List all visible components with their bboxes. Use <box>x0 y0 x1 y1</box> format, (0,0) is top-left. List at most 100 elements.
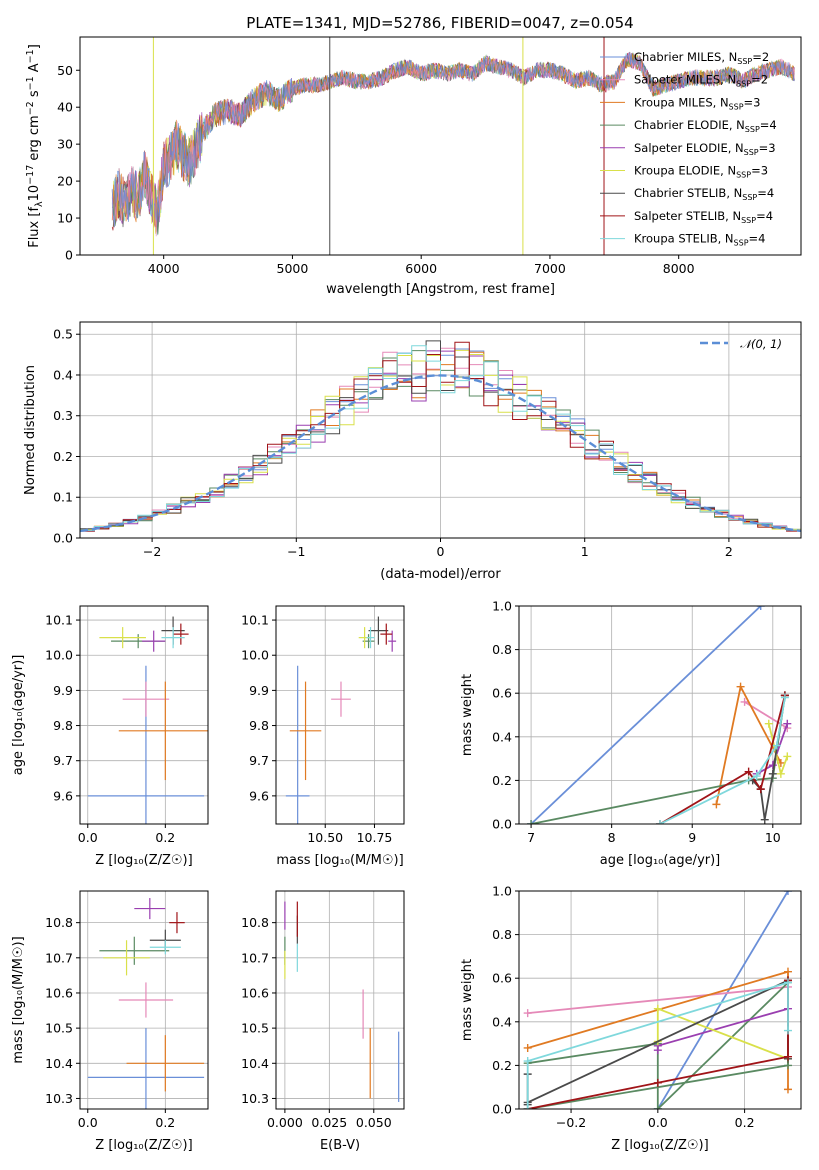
data-point <box>740 697 749 706</box>
errorbar-chabrier-miles <box>285 665 310 824</box>
x-tick-label: 0.000 <box>267 1115 303 1130</box>
legend-label: Chabrier MILES, NSSP=2 <box>634 50 769 66</box>
data-point <box>523 1009 532 1018</box>
y-tick-label: 0.4 <box>53 367 73 382</box>
y-tick-label: 10.4 <box>241 1056 269 1071</box>
series-kroupa-miles <box>712 682 785 809</box>
errorbar-chabrier-elodie <box>99 936 170 965</box>
data-point <box>768 769 777 778</box>
y-tick-label: 9.7 <box>249 753 269 768</box>
y-axis-label: mass [log₁₀(M/M☉)] <box>11 936 26 1063</box>
y-tick-label: 9.6 <box>249 788 269 803</box>
data-point <box>656 820 664 824</box>
legend-label: Salpeter STELIB, NSSP=4 <box>634 209 773 225</box>
legend-label: Salpeter MILES, NSSP=2 <box>634 73 768 89</box>
x-axis-label: Z [log₁₀(Z/Z☉)] <box>611 1138 708 1153</box>
plot-area-mass-vs-Z <box>87 898 205 1109</box>
x-axis-label: Z [log₁₀(Z/Z☉)] <box>95 853 192 868</box>
y-tick-label: 0.2 <box>492 773 512 788</box>
y-tick-label: 0.0 <box>492 817 512 832</box>
data-point <box>756 785 765 794</box>
y-tick-label: 10.7 <box>241 950 269 965</box>
y-tick-label: 10 <box>57 211 73 226</box>
y-tick-label: 1.0 <box>492 884 512 899</box>
x-tick-label: 7 <box>527 830 535 845</box>
data-point <box>756 606 765 610</box>
y-tick-label: 1.0 <box>492 599 512 614</box>
data-point <box>523 1043 532 1052</box>
series-salpeter-stelib <box>656 691 789 824</box>
x-tick-label: 2 <box>725 544 733 559</box>
data-point <box>752 772 761 781</box>
x-tick-label: 0.2 <box>155 830 175 845</box>
series-line <box>659 695 786 824</box>
data-point <box>523 1057 532 1066</box>
data-point <box>653 1078 662 1087</box>
series-chabrier-miles <box>527 606 765 824</box>
axes-frame <box>79 321 802 539</box>
axes-weight-vs-age: 7 8 9 10 0.0 0.2 0.4 0.6 0.8 1.0 age [log₁₀(age/yr… <box>460 599 802 868</box>
y-axis-label: age [log₁₀(age/yr)] <box>11 655 26 776</box>
errorbar-kroupa-elodie <box>103 940 150 976</box>
y-axis-label: mass weight <box>460 674 475 756</box>
y-tick-label: 0.6 <box>492 971 512 986</box>
series-chabrier-elodie <box>527 691 789 824</box>
x-tick-label: 8 <box>608 830 616 845</box>
x-tick-label: 9 <box>688 830 696 845</box>
x-tick-label: 10.50 <box>307 830 343 845</box>
data-point <box>760 815 769 824</box>
legend-label: Salpeter ELODIE, NSSP=3 <box>634 141 776 157</box>
y-tick-label: 10.7 <box>45 950 73 965</box>
data-point <box>783 1026 792 1035</box>
legend-label: 𝒩(0, 1) <box>740 337 782 351</box>
legend-label: Kroupa ELODIE, NSSP=3 <box>634 164 768 180</box>
data-point <box>527 820 536 824</box>
x-tick-label: 0.0 <box>78 1115 98 1130</box>
data-point <box>783 752 792 761</box>
axes-residuals: −2 −1 0 1 2 0.0 0.1 0.2 0.3 0.4 0.5 (data-model)/er… <box>23 321 802 582</box>
data-point <box>712 800 721 809</box>
histogram-kroupa-stelib <box>80 345 801 531</box>
series-line <box>527 980 789 1109</box>
errorbar-salpeter-stelib <box>380 623 393 645</box>
y-tick-label: 10.3 <box>241 1091 269 1106</box>
x-tick-label: −2 <box>143 544 161 559</box>
x-tick-label: 0.0 <box>78 830 98 845</box>
y-tick-label: 0.8 <box>492 927 512 942</box>
series-line <box>659 697 786 824</box>
y-tick-label: 40 <box>57 100 73 115</box>
y-tick-label: 10.8 <box>45 915 73 930</box>
x-axis-label: (data-model)/error <box>380 567 501 582</box>
plot-area-weight-vs-Z <box>523 891 792 1109</box>
axes-age-vs-mass: 10.50 10.75 9.6 9.7 9.8 9.9 10.0 10.1 mass [log₁… <box>241 605 405 868</box>
x-tick-label: 0 <box>437 544 445 559</box>
y-tick-label: 10.8 <box>241 915 269 930</box>
x-tick-label: 8000 <box>663 261 695 276</box>
axes-frame <box>275 605 405 825</box>
y-tick-label: 10.3 <box>45 1091 73 1106</box>
y-tick-label: 0.4 <box>492 729 512 744</box>
errorbar-chabrier-stelib <box>368 616 389 645</box>
errorbar-kroupa-miles <box>118 681 208 781</box>
y-tick-label: 0.2 <box>492 1058 512 1073</box>
axes-weight-vs-Z: −0.2 0.0 0.2 0.0 0.2 0.4 0.6 0.8 1.0 Z [log₁₀(Z/Z… <box>460 884 802 1153</box>
errorbar-salpeter-miles <box>331 681 351 717</box>
data-point <box>780 693 789 702</box>
legend: Chabrier MILES, NSSP=2 Salpeter MILES, NS… <box>600 50 777 248</box>
y-tick-label: 0.0 <box>53 531 73 546</box>
data-point <box>653 1105 662 1109</box>
y-tick-label: 0.0 <box>492 1102 512 1117</box>
series-line <box>527 986 789 1014</box>
data-point <box>783 978 792 987</box>
axes-frame <box>79 890 209 1110</box>
y-axis-label: Flux [fλ10−17 erg cm−2 s−1 A−1] <box>25 44 45 248</box>
y-tick-label: 50 <box>57 63 73 78</box>
y-tick-label: 10.0 <box>241 648 269 663</box>
x-tick-label: 10.75 <box>357 830 393 845</box>
y-tick-label: 10.5 <box>241 1021 269 1036</box>
errorbar-salpeter-elodie <box>134 898 166 920</box>
y-tick-label: 10.1 <box>241 613 269 628</box>
x-tick-label: 0.0 <box>648 1115 668 1130</box>
data-point <box>736 682 745 691</box>
